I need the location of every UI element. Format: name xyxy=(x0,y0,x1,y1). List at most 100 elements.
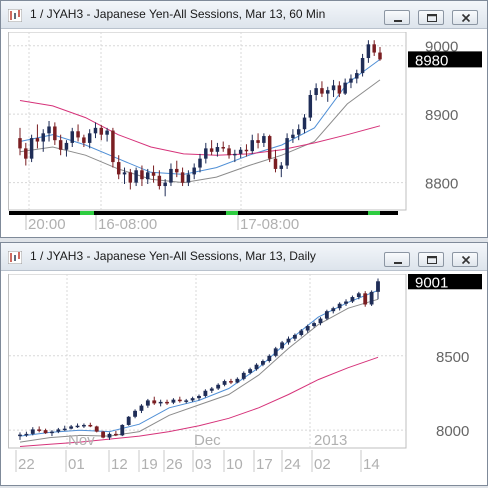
candle-body xyxy=(324,311,329,319)
candle-body xyxy=(376,281,380,292)
x-tick-label: 20:00 xyxy=(28,216,66,232)
price-chart-daily[interactable]: 8000 8500 9001 Nov Dec 2013 22 01 12 19 26 03 10 17 24… xyxy=(8,273,482,482)
candle-body xyxy=(250,140,254,152)
candle-body xyxy=(343,82,347,94)
x-tick-label: 01 xyxy=(68,456,85,473)
x-tick-label: 17 xyxy=(256,456,273,473)
candle-body xyxy=(140,170,144,180)
candle-body xyxy=(369,291,374,305)
candle-body xyxy=(29,138,34,159)
candle-body xyxy=(331,308,336,312)
candle-body xyxy=(56,429,61,432)
candle-body xyxy=(41,133,45,142)
month-label: Nov xyxy=(68,432,95,449)
month-label: 2013 xyxy=(314,432,347,449)
candle-body xyxy=(241,372,246,379)
maximize-button[interactable] xyxy=(418,10,444,25)
maximize-icon xyxy=(427,256,437,264)
moving-average-line xyxy=(19,298,379,443)
chart-window-60min[interactable]: 1 / JYAH3 - Japanese Yen-All Sessions, M… xyxy=(0,0,488,238)
candle-body xyxy=(286,338,291,343)
title-bar[interactable]: 1 / JYAH3 - Japanese Yen-All Sessions, M… xyxy=(1,1,487,29)
candle-body xyxy=(37,429,42,431)
candle-body xyxy=(349,78,353,83)
minimize-icon xyxy=(394,262,402,264)
candle-body xyxy=(43,430,48,434)
candle-body xyxy=(267,136,272,159)
candle-body xyxy=(146,172,150,180)
chart-window-daily[interactable]: 1 / JYAH3 - Japanese Yen-All Sessions, M… xyxy=(0,242,488,486)
candle-body xyxy=(308,94,313,118)
candle-body xyxy=(111,130,115,163)
candle-body xyxy=(254,364,259,370)
candle-body xyxy=(134,170,138,183)
candle-body xyxy=(50,431,54,434)
candle-body xyxy=(88,424,93,427)
x-tick-label: 16-08:00 xyxy=(98,216,157,232)
close-icon xyxy=(461,13,471,23)
candle-body xyxy=(222,381,227,385)
chart-area[interactable]: 8800 8900 9000 8980 20:00 16-08:00 17-08:00 xyxy=(8,31,482,233)
last-price-label: 8980 xyxy=(415,52,448,69)
candle-body xyxy=(69,426,74,429)
candle-body xyxy=(171,399,176,403)
window-title: 1 / JYAH3 - Japanese Yen-All Sessions, M… xyxy=(30,7,326,21)
minimize-button[interactable] xyxy=(384,252,410,267)
candle-body xyxy=(152,400,157,404)
chart-area[interactable]: 8000 8500 9001 Nov Dec 2013 22 01 12 19 26 03 10 17 24… xyxy=(8,273,482,482)
candle-body xyxy=(151,172,156,176)
x-tick-label: 26 xyxy=(166,456,183,473)
x-tick-label: 22 xyxy=(18,456,35,473)
candle-body xyxy=(279,165,284,169)
close-button[interactable] xyxy=(452,252,478,267)
close-icon xyxy=(461,255,471,265)
x-tick-label: 14 xyxy=(363,456,380,473)
plot-frame xyxy=(8,31,407,211)
minimize-button[interactable] xyxy=(384,10,410,25)
close-button[interactable] xyxy=(452,10,478,25)
candle-body xyxy=(62,428,67,431)
candle-body xyxy=(169,168,173,183)
title-bar[interactable]: 1 / JYAH3 - Japanese Yen-All Sessions, M… xyxy=(1,243,487,271)
candle-body xyxy=(192,167,196,175)
candle-body xyxy=(216,384,221,389)
candle-body xyxy=(233,153,237,156)
candle-body xyxy=(248,369,253,373)
candle-body xyxy=(126,416,131,425)
candle-body xyxy=(235,378,240,383)
candle-body xyxy=(273,158,278,169)
candle-body xyxy=(107,433,112,438)
candle-body xyxy=(337,85,342,94)
candle-body xyxy=(113,433,118,436)
candle-body xyxy=(314,88,318,95)
candle-body xyxy=(256,140,260,143)
candle-body xyxy=(215,147,220,152)
session-marker xyxy=(368,211,380,215)
y-tick-label: 8800 xyxy=(425,176,458,193)
last-price-label: 9001 xyxy=(415,274,448,291)
candle-body xyxy=(299,330,304,335)
candle-body xyxy=(261,361,265,365)
candle-body xyxy=(366,44,371,59)
candle-body xyxy=(198,158,202,168)
candle-body xyxy=(262,136,266,143)
candle-body xyxy=(372,44,376,53)
candle-body xyxy=(326,90,330,94)
candle-body xyxy=(197,395,201,399)
candle-body xyxy=(331,85,336,91)
candle-body xyxy=(360,58,365,74)
candle-body xyxy=(296,129,301,135)
chart-app-icon xyxy=(8,251,22,264)
candle-body xyxy=(273,348,278,356)
candle-body xyxy=(70,131,74,143)
candle-body xyxy=(75,425,80,428)
session-bar xyxy=(9,211,398,215)
candle-body xyxy=(163,182,167,187)
candle-body xyxy=(280,342,285,349)
candle-body xyxy=(305,326,310,331)
candle-body xyxy=(157,175,162,187)
maximize-button[interactable] xyxy=(418,252,444,267)
candle-body xyxy=(320,88,324,94)
candle-body xyxy=(47,126,51,134)
